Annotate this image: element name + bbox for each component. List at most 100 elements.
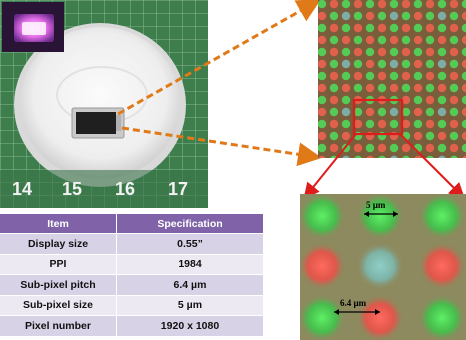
subpixel-red [413,35,423,45]
subpixel-red [401,47,411,57]
subpixel-green [401,107,411,117]
subpixel-blue [389,11,399,21]
subpixel-green [389,143,399,153]
device-photo-illustration [0,0,208,208]
zoom-highlight-box [352,98,404,136]
subpixel-green [365,23,375,33]
subpixel-red [318,83,327,93]
pixel-array-micrograph [318,0,466,158]
subpixel-blue [341,107,351,117]
subpixel-green [353,59,363,69]
subpixel-green [377,83,387,93]
zoom-line-left [303,133,357,200]
subpixel-green [437,119,447,129]
subpixel-green [365,0,375,9]
subpixel-red [413,131,423,141]
subpixel-green [413,23,423,33]
table-cell-spec: 0.55” [116,233,264,254]
subpixel-red [461,11,466,21]
subpixel-red [413,107,423,117]
subpixel-red [377,143,387,153]
zoomed-subpixel-micrograph: 5 µm 6.4 µm [300,194,466,340]
subpixel-green [425,59,435,69]
subpixel-blue [342,155,350,158]
zoomed-subpixel-image [300,194,466,340]
subpixel-green [418,294,466,340]
subpixel-green [318,23,327,33]
table-cell-item: Pixel number [0,315,117,336]
subpixel-red [356,294,404,340]
column-header-item: Item [0,214,117,234]
subpixel-red [318,11,327,21]
subpixel-green [450,155,458,158]
subpixel-red [401,23,411,33]
subpixel-green [461,143,466,153]
subpixel-red [318,107,327,117]
subpixel-red [449,0,459,9]
subpixel-green [341,23,351,33]
subpixel-green [353,35,363,45]
subpixel-green [401,83,411,93]
subpixel-red [461,83,466,93]
subpixel-green [437,143,447,153]
subpixel-red [365,35,375,45]
subpixel-red [437,35,447,45]
subpixel-green [461,47,466,57]
subpixel-red [329,71,339,81]
subpixel-red [461,131,466,141]
subpixel-green [356,194,404,240]
subpixel-green [418,194,466,240]
subpixel-green [449,59,459,69]
subpixel-red [413,83,423,93]
subpixel-red [437,83,447,93]
subpixel-green [413,95,423,105]
subpixel-green [449,11,459,21]
subpixel-green [401,59,411,69]
subpixel-green [354,155,362,158]
subpixel-red [449,119,459,129]
subpixel-green [413,71,423,81]
subpixel-green [425,107,435,117]
subpixel-green [300,194,346,240]
subpixel-red [425,95,435,105]
subpixel-red [449,23,459,33]
subpixel-green [413,0,423,9]
table-header-row: Item Specification [0,214,264,234]
subpixel-green [389,0,399,9]
column-header-specification: Specification [116,214,264,234]
subpixel-green [401,11,411,21]
subpixel-green [389,23,399,33]
table-cell-item: Display size [0,233,117,254]
subpixel-red [401,143,411,153]
subpixel-blue [390,155,398,158]
subpixel-blue [356,242,404,290]
subpixel-green [365,119,375,129]
subpixel-green [365,143,375,153]
subpixel-red [413,11,423,21]
subpixel-green [449,35,459,45]
subpixel-green [461,23,466,33]
subpixel-green [461,119,466,129]
subpixel-red [353,47,363,57]
subpixel-red [461,107,466,117]
subpixel-green [341,119,351,129]
subpixel-green [449,131,459,141]
subpixel-green [426,155,434,158]
subpixel-green [425,11,435,21]
subpixel-green [353,11,363,21]
subpixel-red [449,71,459,81]
subpixel-red [353,143,363,153]
table-cell-item: PPI [0,253,117,275]
subpixel-red [437,131,447,141]
table-row: Sub-pixel size 5 µm [0,294,264,316]
subpixel-red [414,155,422,158]
subpixel-red [377,47,387,57]
subpixel-green [401,35,411,45]
subpixel-green [437,47,447,57]
subpixel-green [413,119,423,129]
subpixel-red [425,23,435,33]
callout-arrow-top [117,0,322,116]
subpixel-green [300,294,346,340]
subpixel-green [437,0,447,9]
